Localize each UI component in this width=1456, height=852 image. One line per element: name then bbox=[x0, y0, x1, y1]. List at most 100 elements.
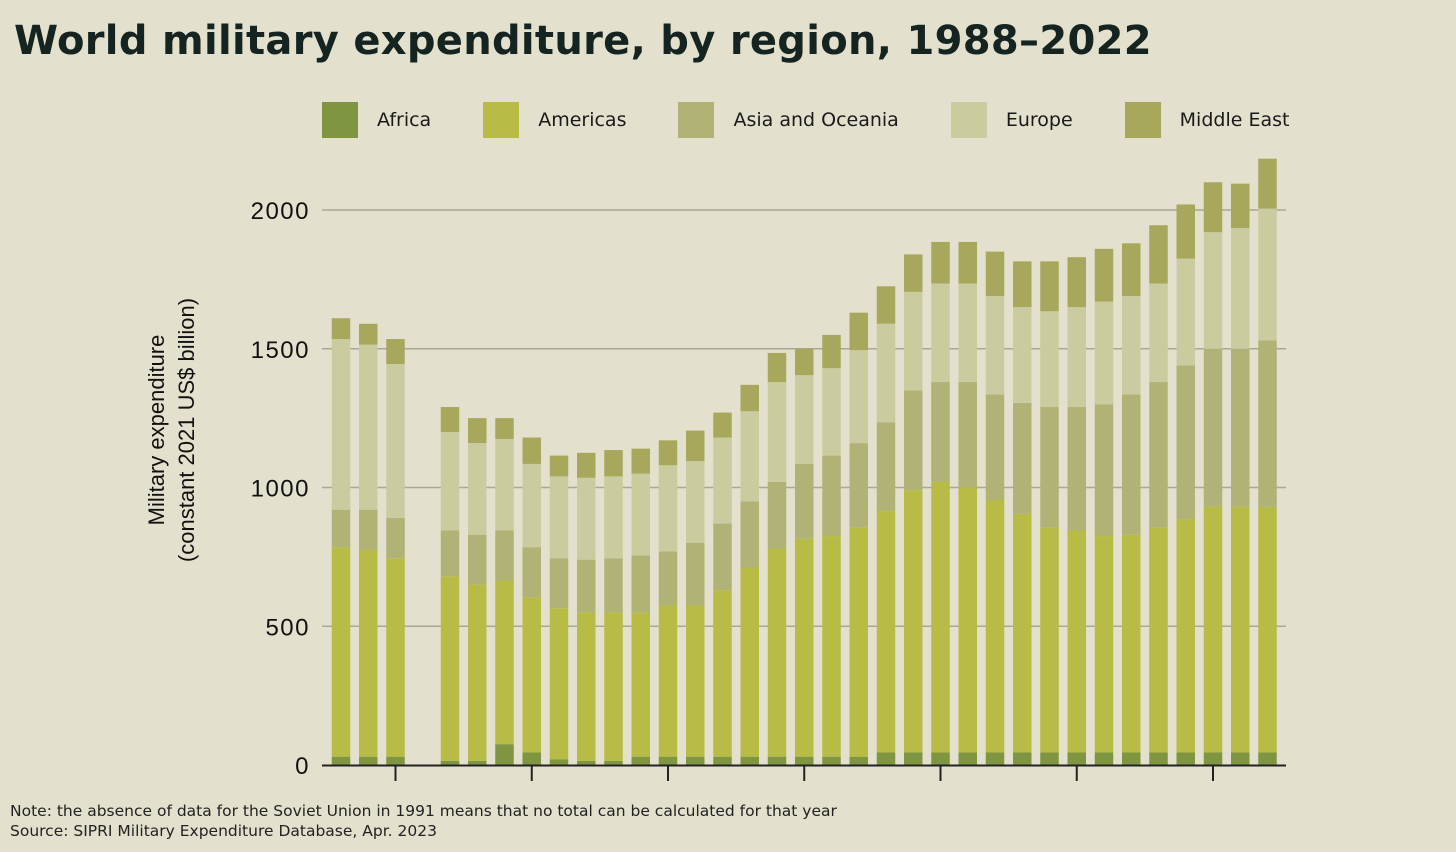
bar-2011-middle-east bbox=[958, 241, 977, 284]
bar-1990-asia-and-oceania bbox=[386, 518, 405, 559]
bar-1997-europe bbox=[577, 477, 596, 560]
bar-1993-americas bbox=[468, 584, 487, 761]
bar-2012-asia-and-oceania bbox=[985, 394, 1005, 500]
bar-2000-middle-east bbox=[658, 440, 678, 466]
bar-1998-middle-east bbox=[604, 450, 623, 477]
bar-2020-asia-and-oceania bbox=[1203, 348, 1223, 507]
legend-item-asia-oceania: Asia and Oceania bbox=[678, 102, 899, 138]
bar-2003-asia-and-oceania bbox=[740, 501, 759, 568]
bar-2006-asia-and-oceania bbox=[822, 455, 841, 537]
bar-2009-asia-and-oceania bbox=[904, 390, 923, 491]
bar-2002-asia-and-oceania bbox=[713, 523, 732, 591]
bar-2000-europe bbox=[658, 465, 678, 552]
bar-1992-europe bbox=[440, 432, 460, 531]
bar-2013-middle-east bbox=[1013, 261, 1032, 308]
bar-1993-africa bbox=[468, 760, 487, 765]
bar-2004-europe bbox=[767, 382, 787, 482]
bar-1993-middle-east bbox=[468, 418, 487, 444]
bar-2005-europe bbox=[795, 375, 814, 464]
bar-2019-africa bbox=[1176, 752, 1195, 765]
bar-2016-asia-and-oceania bbox=[1094, 404, 1114, 537]
bar-2017-europe bbox=[1122, 296, 1141, 395]
y-tick-label: 1500 bbox=[251, 337, 310, 364]
bar-1995-asia-and-oceania bbox=[522, 547, 541, 598]
y-tick-label: 2000 bbox=[251, 198, 310, 225]
bar-1995-europe bbox=[522, 463, 541, 548]
bar-2006-americas bbox=[822, 536, 841, 757]
bar-2003-middle-east bbox=[740, 384, 759, 412]
bar-1992-africa bbox=[440, 760, 460, 765]
bar-2014-europe bbox=[1040, 311, 1059, 408]
legend-label-asia-oceania: Asia and Oceania bbox=[733, 109, 899, 131]
bar-1989-africa bbox=[359, 756, 378, 765]
bar-1994-africa bbox=[495, 744, 514, 765]
bar-2007-europe bbox=[849, 350, 868, 444]
bar-2021-americas bbox=[1231, 506, 1250, 753]
bar-2013-europe bbox=[1013, 307, 1032, 403]
bar-1989-middle-east bbox=[359, 323, 378, 345]
bar-2002-africa bbox=[713, 756, 732, 765]
bar-2014-americas bbox=[1040, 527, 1059, 753]
legend-label-europe: Europe bbox=[1005, 109, 1073, 131]
bar-1994-europe bbox=[495, 438, 514, 531]
bar-2000-asia-and-oceania bbox=[658, 551, 678, 606]
bar-1988-middle-east bbox=[331, 318, 351, 340]
bar-1996-asia-and-oceania bbox=[549, 558, 569, 609]
bar-2003-africa bbox=[740, 756, 759, 765]
bar-2019-middle-east bbox=[1176, 204, 1195, 259]
bar-2001-europe bbox=[686, 461, 705, 543]
bar-1988-asia-and-oceania bbox=[331, 509, 351, 548]
bar-1992-middle-east bbox=[440, 407, 460, 432]
bar-2005-middle-east bbox=[795, 348, 814, 376]
bar-2013-africa bbox=[1013, 752, 1032, 765]
bar-2010-europe bbox=[931, 283, 950, 383]
legend-item-americas: Americas bbox=[483, 102, 626, 138]
bar-2008-asia-and-oceania bbox=[876, 422, 896, 512]
bar-2010-americas bbox=[931, 481, 950, 753]
bar-1988-americas bbox=[331, 547, 351, 757]
bar-2002-middle-east bbox=[713, 412, 732, 438]
bar-2012-middle-east bbox=[985, 251, 1005, 297]
legend-swatch-middle-east bbox=[1124, 102, 1161, 138]
bar-2000-americas bbox=[658, 605, 678, 757]
bar-2022-africa bbox=[1258, 752, 1277, 765]
bar-2017-africa bbox=[1122, 752, 1141, 765]
bar-1996-middle-east bbox=[549, 455, 569, 477]
bar-2016-africa bbox=[1094, 752, 1114, 765]
legend-swatch-europe bbox=[950, 102, 987, 138]
bar-2010-africa bbox=[931, 752, 950, 765]
bar-2000-africa bbox=[658, 756, 678, 765]
legend-item-africa: Africa bbox=[322, 102, 431, 138]
bar-2007-middle-east bbox=[849, 312, 868, 351]
legend-item-middle-east: Middle East bbox=[1124, 102, 1289, 138]
bar-2004-asia-and-oceania bbox=[767, 481, 787, 549]
bar-2015-asia-and-oceania bbox=[1067, 407, 1086, 531]
bar-1998-asia-and-oceania bbox=[604, 558, 623, 613]
bar-2015-americas bbox=[1067, 530, 1086, 753]
bar-2022-asia-and-oceania bbox=[1258, 340, 1277, 507]
bar-2010-middle-east bbox=[931, 241, 950, 284]
bar-2014-asia-and-oceania bbox=[1040, 407, 1059, 528]
bar-2004-middle-east bbox=[767, 352, 787, 383]
bar-1997-asia-and-oceania bbox=[577, 559, 596, 613]
bar-2022-europe bbox=[1258, 208, 1277, 341]
bar-2004-americas bbox=[767, 548, 787, 757]
legend-swatch-asia-oceania bbox=[678, 102, 715, 138]
bar-2001-middle-east bbox=[686, 430, 705, 462]
bar-1996-americas bbox=[549, 608, 569, 760]
bar-2016-europe bbox=[1094, 301, 1114, 405]
bar-2012-americas bbox=[985, 499, 1005, 753]
bar-2010-asia-and-oceania bbox=[931, 382, 950, 482]
bar-2003-americas bbox=[740, 567, 759, 757]
bar-2015-africa bbox=[1067, 752, 1086, 765]
legend-label-africa: Africa bbox=[377, 109, 432, 131]
bar-2009-americas bbox=[904, 490, 923, 753]
bar-2018-americas bbox=[1149, 527, 1168, 753]
bar-2018-asia-and-oceania bbox=[1149, 382, 1168, 528]
bar-2019-asia-and-oceania bbox=[1176, 365, 1195, 520]
footer: Note: the absence of data for the Soviet… bbox=[10, 801, 837, 841]
bar-2019-americas bbox=[1176, 519, 1195, 753]
bar-2016-middle-east bbox=[1094, 248, 1114, 302]
bar-2009-africa bbox=[904, 752, 923, 765]
bar-2008-middle-east bbox=[876, 286, 896, 324]
